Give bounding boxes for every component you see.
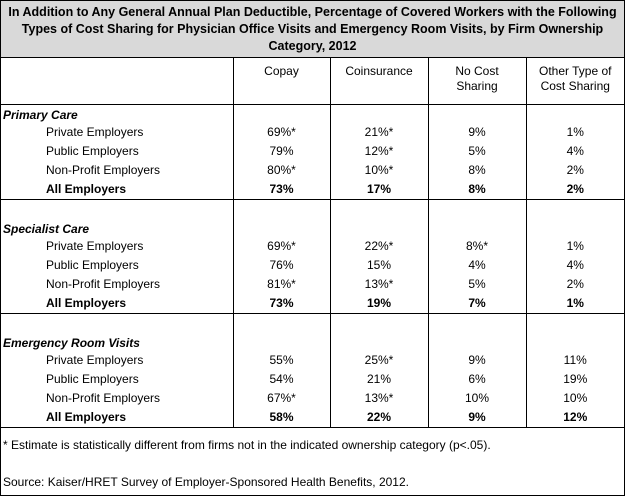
cell-coinsurance: 22%: [329, 408, 428, 428]
cell-copay: 76%: [232, 256, 330, 275]
cell-other: 4%: [525, 256, 624, 275]
cell-no-cost-sharing: 8%: [427, 180, 526, 200]
source-note: Source: Kaiser/HRET Survey of Employer-S…: [3, 475, 409, 489]
exhibit-title: In Addition to Any General Annual Plan D…: [1, 1, 624, 58]
cell-other: 2%: [525, 161, 624, 180]
cell-no-cost-sharing: 5%: [427, 275, 526, 294]
row-label: Public Employers: [46, 258, 139, 272]
cell-copay: 58%: [232, 408, 330, 428]
header-row: Copay Coinsurance No Cost Sharing Other …: [1, 58, 624, 105]
section-header-row: Specialist Care: [1, 219, 624, 237]
cell-copay: 73%: [232, 180, 330, 200]
table-row: Non-Profit Employers 81%* 13%* 5% 2%: [1, 275, 624, 294]
table-row: Non-Profit Employers 67%* 13%* 10% 10%: [1, 389, 624, 408]
cell-other: 1%: [525, 123, 624, 142]
table-row: Non-Profit Employers 80%* 10%* 8% 2%: [1, 161, 624, 180]
cell-no-cost-sharing: 9%: [427, 408, 526, 428]
spacer-row: [1, 313, 624, 333]
cell-no-cost-sharing: 5%: [427, 142, 526, 161]
cell-no-cost-sharing: 9%: [427, 351, 526, 370]
section-title: Primary Care: [1, 104, 233, 123]
row-label: Private Employers: [46, 125, 144, 139]
table-row: Private Employers 55% 25%* 9% 11%: [1, 351, 624, 370]
col-header-coinsurance: Coinsurance: [329, 58, 428, 105]
table-row: Private Employers 69%* 22%* 8%* 1%: [1, 237, 624, 256]
cell-copay: 80%*: [232, 161, 330, 180]
cell-coinsurance: 19%: [329, 294, 428, 314]
cell-other: 19%: [525, 370, 624, 389]
cell-copay: 69%*: [232, 123, 330, 142]
table-row-total: All Employers 58% 22% 9% 12%: [1, 408, 624, 428]
row-label: Public Employers: [46, 144, 139, 158]
cell-no-cost-sharing: 4%: [427, 256, 526, 275]
cell-no-cost-sharing: 8%*: [427, 237, 526, 256]
cell-coinsurance: 12%*: [329, 142, 428, 161]
col-header-no-cost-sharing: No Cost Sharing: [427, 58, 526, 105]
section-title: Emergency Room Visits: [3, 336, 140, 350]
row-label: Private Employers: [46, 239, 144, 253]
section-specialist-care: Specialist Care Private Employers 69%* 2…: [1, 199, 624, 314]
section-header-row: Primary Care: [1, 104, 624, 123]
cell-copay: 81%*: [232, 275, 330, 294]
cell-other: 4%: [525, 142, 624, 161]
table-row: Public Employers 54% 21% 6% 19%: [1, 370, 624, 389]
spacer-row: [1, 199, 624, 219]
col-header-copay: Copay: [232, 58, 330, 105]
cell-copay: 55%: [232, 351, 330, 370]
cell-no-cost-sharing: 8%: [427, 161, 526, 180]
cell-copay: 79%: [232, 142, 330, 161]
cell-copay: 69%*: [232, 237, 330, 256]
cell-copay: 73%: [232, 294, 330, 314]
cost-sharing-table: Copay Coinsurance No Cost Sharing Other …: [1, 58, 624, 428]
cell-coinsurance: 21%*: [329, 123, 428, 142]
table-row: Public Employers 76% 15% 4% 4%: [1, 256, 624, 275]
col-header-other: Other Type of Cost Sharing: [525, 58, 624, 105]
cell-coinsurance: 25%*: [329, 351, 428, 370]
header-blank: [1, 58, 233, 105]
section-primary-care: Primary Care Private Employers 69%* 21%*…: [1, 104, 624, 200]
row-label: All Employers: [1, 180, 233, 200]
row-label: Non-Profit Employers: [46, 163, 161, 177]
table-row: Private Employers 69%* 21%* 9% 1%: [1, 123, 624, 142]
cell-other: 2%: [525, 275, 624, 294]
cell-other: 10%: [525, 389, 624, 408]
section-title: Specialist Care: [3, 222, 90, 236]
section-header-row: Emergency Room Visits: [1, 333, 624, 351]
row-label: All Employers: [1, 408, 233, 428]
cell-other: 12%: [525, 408, 624, 428]
table-row: Public Employers 79% 12%* 5% 4%: [1, 142, 624, 161]
cell-no-cost-sharing: 7%: [427, 294, 526, 314]
row-label: Non-Profit Employers: [46, 277, 161, 291]
row-label: Non-Profit Employers: [46, 391, 161, 405]
cell-copay: 67%*: [232, 389, 330, 408]
footnote: * Estimate is statistically different fr…: [3, 438, 491, 452]
cell-coinsurance: 22%*: [329, 237, 428, 256]
table-row-total: All Employers 73% 19% 7% 1%: [1, 294, 624, 314]
cell-coinsurance: 17%: [329, 180, 428, 200]
cell-no-cost-sharing: 9%: [427, 123, 526, 142]
cell-no-cost-sharing: 10%: [427, 389, 526, 408]
col-header-no-cost-sharing-text: No Cost Sharing: [455, 64, 499, 93]
cell-copay: 54%: [232, 370, 330, 389]
cell-coinsurance: 10%*: [329, 161, 428, 180]
cell-coinsurance: 13%*: [329, 275, 428, 294]
cell-coinsurance: 13%*: [329, 389, 428, 408]
table-row-total: All Employers 73% 17% 8% 2%: [1, 180, 624, 200]
row-label: All Employers: [1, 294, 233, 314]
cell-coinsurance: 15%: [329, 256, 428, 275]
cell-other: 2%: [525, 180, 624, 200]
row-label: Private Employers: [46, 353, 144, 367]
section-emergency-room-visits: Emergency Room Visits Private Employers …: [1, 313, 624, 428]
cell-no-cost-sharing: 6%: [427, 370, 526, 389]
cell-coinsurance: 21%: [329, 370, 428, 389]
col-header-other-text: Other Type of Cost Sharing: [539, 64, 612, 93]
cell-other: 11%: [525, 351, 624, 370]
cell-other: 1%: [525, 237, 624, 256]
cell-other: 1%: [525, 294, 624, 314]
row-label: Public Employers: [46, 372, 139, 386]
